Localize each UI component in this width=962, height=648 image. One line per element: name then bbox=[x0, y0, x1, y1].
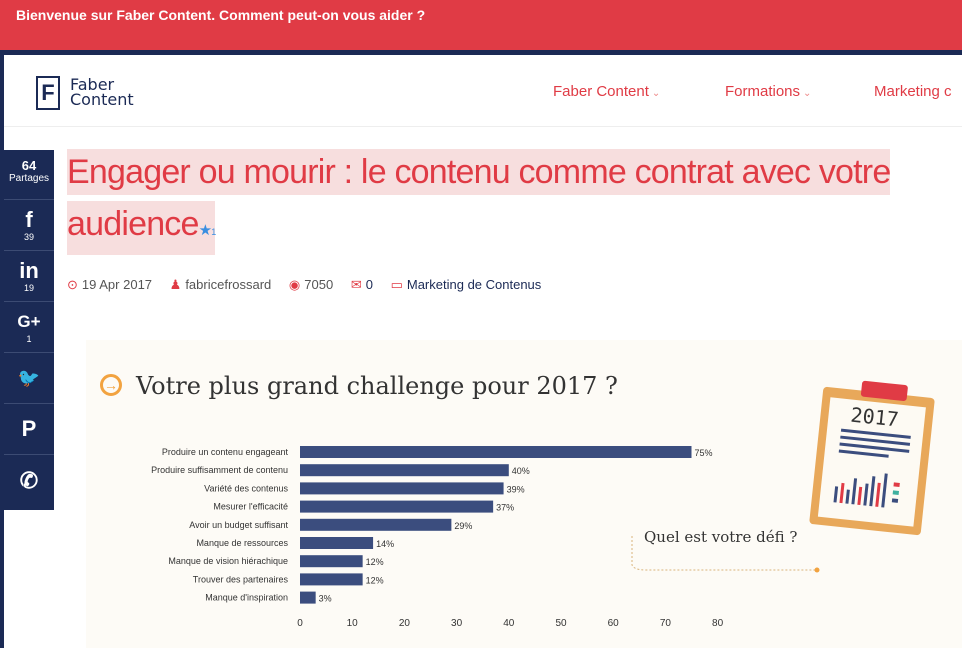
value-label: 39% bbox=[507, 484, 525, 494]
share-button-google-plus[interactable]: G+ 1 bbox=[4, 301, 54, 352]
facebook-icon: f bbox=[25, 207, 33, 232]
title-line-2: audience★1 bbox=[67, 201, 216, 255]
x-tick-label: 0 bbox=[297, 618, 303, 629]
title-line-1: Engager ou mourir : le contenu comme con… bbox=[67, 149, 891, 195]
infographic-title: Votre plus grand challenge pour 2017 ? bbox=[136, 372, 618, 400]
user-icon: ♟ bbox=[169, 277, 182, 292]
question-dotted-line bbox=[631, 536, 816, 571]
share-total-label: Partages bbox=[8, 173, 50, 184]
category-label: Trouver des partenaires bbox=[193, 574, 289, 584]
share-count: 1 bbox=[26, 334, 32, 344]
x-tick-label: 50 bbox=[555, 618, 567, 629]
bar bbox=[300, 518, 452, 531]
category-label: Manque de ressources bbox=[196, 538, 288, 548]
share-button-facebook[interactable]: f 39 bbox=[4, 199, 54, 250]
article-title: Engager ou mourir : le contenu comme con… bbox=[67, 149, 891, 255]
star-icon[interactable]: ★ bbox=[198, 222, 212, 239]
value-label: 29% bbox=[454, 521, 472, 531]
clipboard-year: 2017 bbox=[849, 403, 899, 432]
chevron-down-icon: ⌄ bbox=[651, 88, 661, 99]
value-label: 12% bbox=[366, 557, 384, 567]
x-tick-label: 60 bbox=[608, 618, 620, 629]
bar bbox=[300, 464, 509, 477]
share-button-whatsapp[interactable]: ✆ bbox=[4, 454, 54, 510]
clipboard-lines bbox=[833, 428, 911, 508]
nav-item-marketing[interactable]: Marketing c bbox=[874, 83, 952, 100]
x-tick-label: 40 bbox=[503, 618, 515, 629]
chevron-down-icon: ⌄ bbox=[803, 88, 812, 99]
value-label: 75% bbox=[695, 448, 713, 458]
infographic: → Votre plus grand challenge pour 2017 ?… bbox=[86, 340, 962, 648]
share-button-pinterest[interactable]: P bbox=[4, 403, 54, 454]
star-count: 1 bbox=[211, 227, 216, 237]
nav-label: Formations bbox=[725, 83, 801, 100]
pinterest-icon: P bbox=[21, 416, 37, 441]
value-label: 3% bbox=[319, 594, 332, 604]
share-total-box: 64 Partages bbox=[4, 150, 54, 199]
bar bbox=[300, 500, 494, 513]
category-label: Variété des contenus bbox=[204, 483, 288, 493]
whatsapp-icon: ✆ bbox=[19, 468, 39, 493]
page-left-edge bbox=[0, 55, 4, 648]
value-label: 40% bbox=[512, 466, 530, 476]
nav-label: Marketing c bbox=[874, 83, 952, 100]
clipboard-illustration: 2017 bbox=[809, 380, 935, 536]
linkedin-icon: in bbox=[19, 258, 39, 283]
logo-text[interactable]: Faber Content bbox=[70, 75, 134, 109]
share-count: 39 bbox=[23, 232, 34, 242]
share-count: 19 bbox=[23, 283, 34, 293]
x-tick-label: 20 bbox=[399, 618, 411, 629]
x-tick-label: 10 bbox=[347, 618, 359, 629]
logo-line-2: Content bbox=[70, 90, 134, 109]
category-label: Manque d'inspiration bbox=[205, 593, 288, 603]
bar bbox=[300, 537, 374, 549]
value-label: 14% bbox=[376, 539, 394, 549]
clipboard-clip bbox=[860, 380, 908, 401]
site-header: F Faber Content Faber Content ⌄ Formation… bbox=[4, 55, 962, 127]
post-date: 19 Apr 2017 bbox=[81, 277, 153, 292]
banner-divider bbox=[0, 50, 962, 55]
comment-icon: ✉ bbox=[350, 277, 362, 292]
welcome-message: Bienvenue sur Faber Content. Comment peu… bbox=[16, 7, 426, 23]
share-button-linkedin[interactable]: in 19 bbox=[4, 250, 54, 301]
arrow-circle-icon: → bbox=[100, 374, 122, 396]
logo-line-1: Faber bbox=[70, 75, 115, 94]
nav-label: Faber Content bbox=[553, 83, 649, 100]
category-label: Produire suffisamment de contenu bbox=[151, 465, 288, 475]
bar bbox=[300, 555, 363, 568]
twitter-icon: 🐦 bbox=[17, 368, 41, 388]
article-meta: ⊙ 19 Apr 2017 ♟ fabricefrossard ◉ 7050 ✉ 0 ▭… bbox=[67, 277, 547, 293]
x-tick-label: 30 bbox=[451, 618, 463, 629]
category-label: Produire un contenu engageant bbox=[162, 447, 289, 457]
bar bbox=[300, 591, 316, 604]
bar-chart: Produire un contenu engageant 75% Produire… bbox=[151, 380, 935, 629]
folder-icon: ▭ bbox=[390, 277, 403, 292]
bar bbox=[300, 482, 504, 495]
x-tick-label: 70 bbox=[660, 618, 672, 629]
title-text: audience bbox=[67, 205, 199, 243]
x-tick-label: 80 bbox=[712, 618, 724, 629]
nav-item-faber-content[interactable]: Faber Content ⌄ bbox=[553, 83, 660, 100]
share-button-twitter[interactable]: 🐦 bbox=[4, 352, 54, 403]
top-banner: Bienvenue sur Faber Content. Comment peu… bbox=[0, 0, 962, 50]
post-category[interactable]: Marketing de Contenus bbox=[406, 277, 542, 292]
value-label: 12% bbox=[366, 575, 384, 585]
eye-icon: ◉ bbox=[288, 277, 301, 292]
category-label: Avoir un budget suffisant bbox=[189, 520, 288, 530]
share-total-count: 64 bbox=[21, 158, 37, 173]
category-label: Manque de vision hiérachique bbox=[168, 556, 288, 566]
post-author[interactable]: fabricefrossard bbox=[185, 277, 272, 292]
category-label: Mesurer l'efficacité bbox=[213, 502, 288, 512]
bar bbox=[300, 573, 363, 586]
question-dot bbox=[814, 567, 820, 573]
comment-count[interactable]: 0 bbox=[365, 277, 373, 292]
google-plus-icon: G+ bbox=[17, 312, 41, 331]
view-count: 7050 bbox=[304, 277, 334, 292]
value-label: 37% bbox=[496, 503, 514, 513]
logo-icon[interactable]: F bbox=[36, 76, 60, 110]
nav-item-formations[interactable]: Formations ⌄ bbox=[725, 83, 811, 100]
clock-icon: ⊙ bbox=[67, 277, 78, 292]
bar bbox=[300, 446, 692, 458]
question-text: Quel est votre défi ? bbox=[644, 528, 798, 546]
